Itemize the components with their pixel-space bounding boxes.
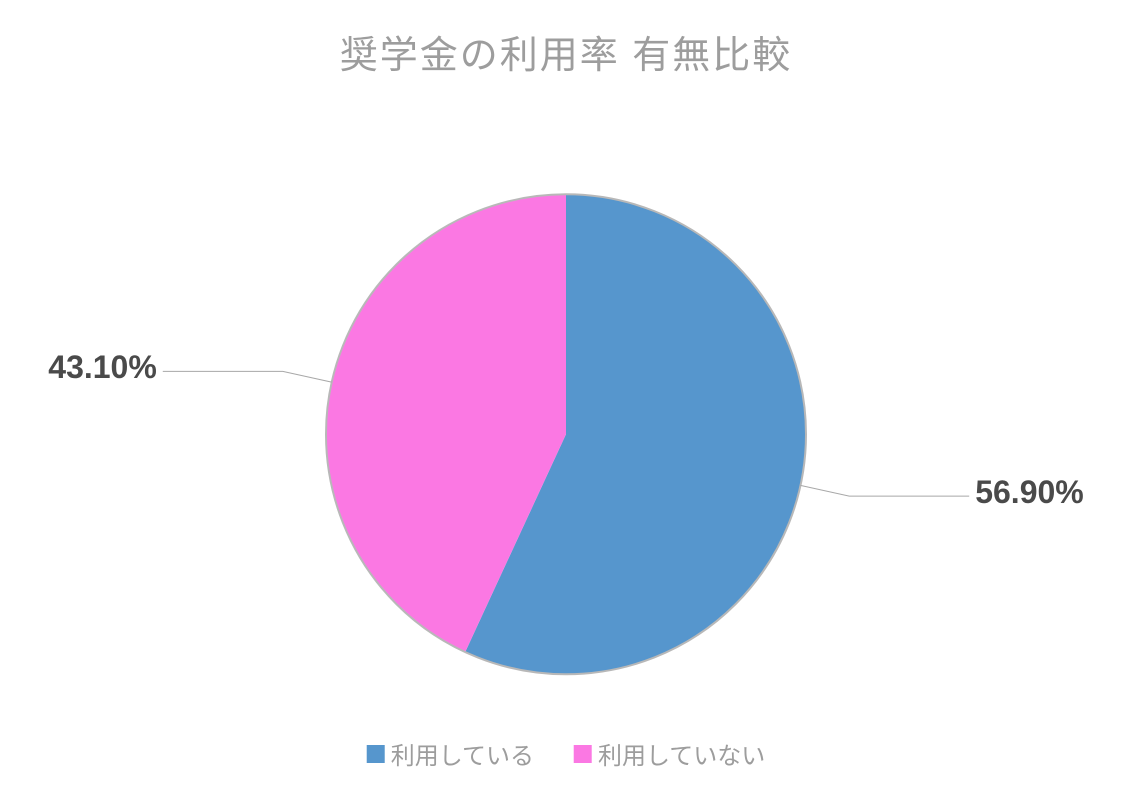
data-label-using: 56.90% [975,474,1084,511]
pie-svg [322,190,810,678]
legend-item-not-using: 利用していない [574,736,765,771]
chart-title: 奨学金の利用率 有無比較 [340,24,793,79]
pie-chart-container: 奨学金の利用率 有無比較 56.90% 43.10% 利用している 利用していな… [0,0,1132,809]
pie-wrap [322,190,810,678]
legend-swatch-not-using [574,745,592,763]
legend: 利用している 利用していない [367,736,766,771]
legend-swatch-using [367,745,385,763]
data-label-not-using: 43.10% [48,349,157,386]
legend-label-using: 利用している [391,736,534,771]
legend-item-using: 利用している [367,736,534,771]
legend-label-not-using: 利用していない [598,736,765,771]
